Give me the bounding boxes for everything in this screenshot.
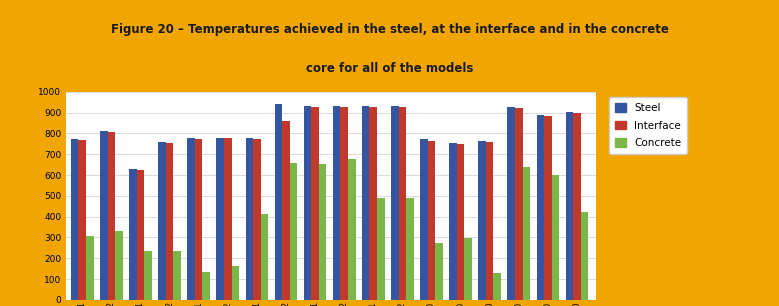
Bar (486, 142, 493, 300)
Bar (537, 115, 544, 300)
Bar (377, 198, 385, 300)
Bar (420, 139, 428, 300)
Bar (173, 251, 181, 300)
Bar (290, 162, 298, 300)
Bar (566, 112, 573, 300)
Text: Figure 20 – Temperatures achieved in the steel, at the interface and in the conc: Figure 20 – Temperatures achieved in the… (111, 24, 668, 36)
Bar (86, 237, 93, 300)
Bar (115, 231, 122, 300)
Bar (245, 138, 253, 300)
Bar (515, 108, 523, 300)
Bar (428, 141, 435, 300)
Bar (187, 138, 195, 300)
Bar (71, 139, 79, 300)
Bar (507, 107, 515, 300)
Bar (253, 139, 261, 300)
Bar (79, 140, 86, 300)
Bar (312, 107, 319, 300)
Bar (362, 106, 369, 300)
Bar (319, 164, 326, 300)
Bar (523, 167, 530, 300)
Bar (544, 116, 552, 300)
Bar (449, 143, 456, 300)
Bar (581, 212, 588, 300)
Bar (224, 138, 231, 300)
Bar (100, 131, 108, 300)
Bar (261, 214, 268, 300)
Bar (493, 273, 501, 300)
Bar (275, 104, 282, 300)
Bar (203, 272, 210, 300)
Bar (456, 144, 464, 300)
Bar (399, 107, 406, 300)
Bar (464, 238, 472, 300)
Bar (195, 139, 203, 300)
Bar (158, 142, 166, 300)
Bar (340, 107, 348, 300)
Legend: Steel, Interface, Concrete: Steel, Interface, Concrete (609, 97, 687, 154)
Bar (166, 143, 173, 300)
Bar (333, 106, 340, 300)
Bar (129, 169, 136, 300)
Bar (231, 266, 239, 300)
Bar (217, 138, 224, 300)
Bar (144, 251, 152, 300)
Bar (552, 175, 559, 300)
Bar (108, 132, 115, 300)
Text: core for all of the models: core for all of the models (306, 62, 473, 75)
Bar (391, 106, 399, 300)
Bar (406, 198, 414, 300)
Bar (304, 106, 312, 300)
Bar (478, 141, 486, 300)
Bar (136, 170, 144, 300)
Bar (573, 113, 581, 300)
Bar (369, 107, 377, 300)
Bar (282, 121, 290, 300)
Bar (435, 243, 442, 300)
Bar (348, 159, 355, 300)
